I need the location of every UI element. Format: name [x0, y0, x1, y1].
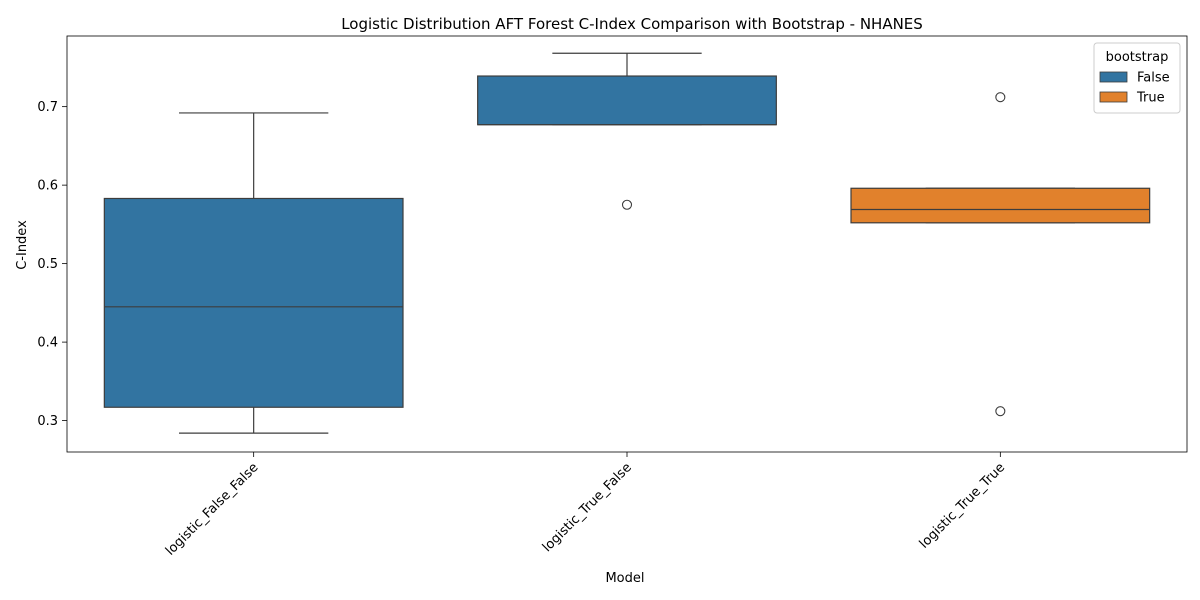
x-tick-label: logistic_True_True — [917, 460, 1008, 551]
legend-entry-label: False — [1137, 71, 1170, 86]
box-iqr — [477, 75, 777, 126]
y-tick-label: 0.4 — [37, 336, 58, 351]
box-logistic_False_False — [103, 112, 404, 434]
y-tick-label: 0.6 — [37, 179, 58, 194]
y-tick-label: 0.3 — [37, 414, 58, 429]
x-axis-label: Model — [605, 571, 644, 586]
y-tick-label: 0.5 — [37, 257, 58, 272]
legend-swatch — [1099, 91, 1128, 103]
x-tick-label: logistic_False_False — [163, 460, 262, 559]
box-iqr — [850, 187, 1151, 224]
outlier-point — [995, 92, 1006, 103]
legend-swatch — [1099, 71, 1128, 83]
plot-area: 0.3 0.4 0.5 0.6 0.7 logistic_False_False logis… — [37, 35, 1188, 559]
chart-title: Logistic Distribution AFT Forest C-Index… — [341, 15, 923, 33]
legend-title: bootstrap — [1106, 50, 1169, 65]
legend: bootstrap False True — [1093, 42, 1181, 114]
box-logistic_True_True — [850, 92, 1151, 417]
outlier-point — [995, 406, 1006, 417]
box-logistic_True_False — [477, 52, 777, 210]
axes-frame — [66, 35, 1188, 453]
y-tick-label: 0.7 — [37, 100, 58, 115]
x-tick-label: logistic_True_False — [540, 460, 635, 555]
outlier-point — [621, 199, 633, 210]
y-axis-label: C-Index — [15, 220, 30, 270]
box-iqr — [103, 197, 404, 408]
legend-entry-label: True — [1136, 91, 1165, 106]
